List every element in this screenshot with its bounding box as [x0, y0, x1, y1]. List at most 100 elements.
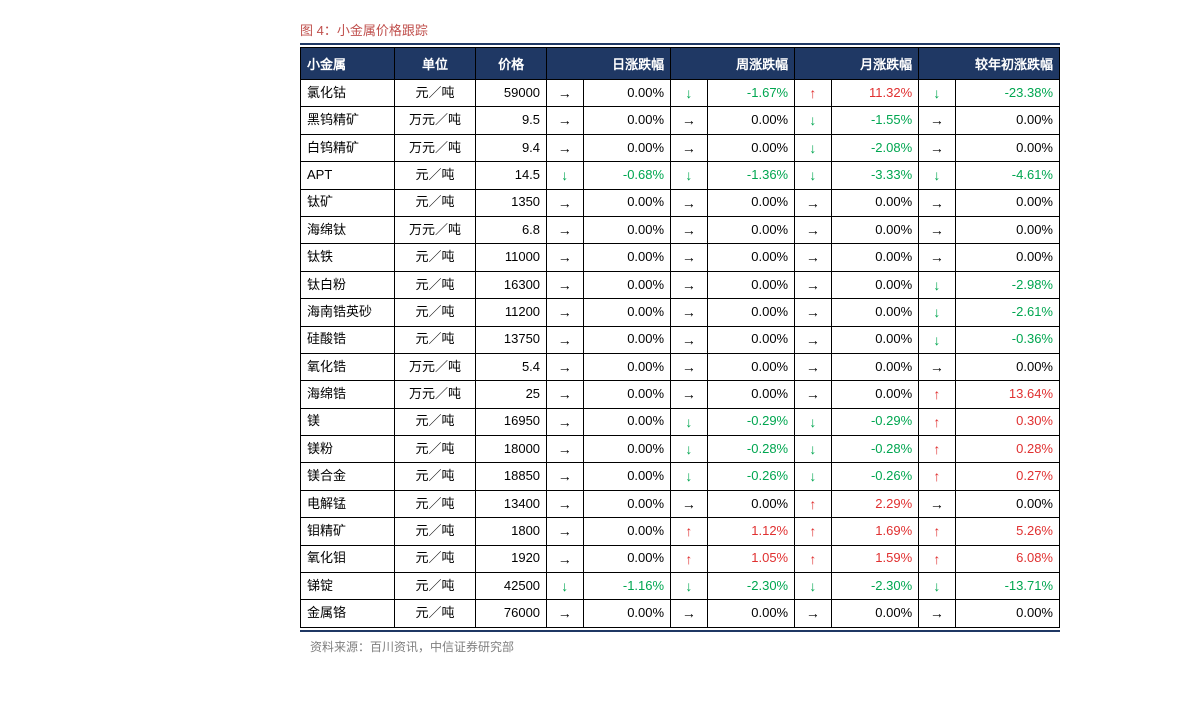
table-header-row: 小金属 单位 价格 日涨跌幅 周涨跌幅 月涨跌幅 较年初涨跌幅 — [301, 48, 1060, 80]
cell-ytd: 0.00% — [955, 353, 1059, 380]
cell-unit: 元／吨 — [394, 162, 475, 189]
cell-week: 0.00% — [707, 107, 795, 134]
table-row: 钛矿元／吨1350→0.00%→0.00%→0.00%→0.00% — [301, 189, 1060, 216]
table-row: 镁粉元／吨18000→0.00%↓-0.28%↓-0.28%↑0.28% — [301, 436, 1060, 463]
cell-name: 电解锰 — [301, 490, 395, 517]
cell-name: 镁 — [301, 408, 395, 435]
cell-name: 氯化钴 — [301, 80, 395, 107]
arrow-icon: ↓ — [795, 134, 831, 161]
cell-unit: 元／吨 — [394, 408, 475, 435]
arrow-icon: → — [547, 299, 583, 326]
cell-ytd: 6.08% — [955, 545, 1059, 572]
arrow-icon: → — [547, 353, 583, 380]
arrow-icon: → — [547, 436, 583, 463]
arrow-icon: → — [919, 189, 955, 216]
arrow-icon: → — [547, 80, 583, 107]
arrow-icon: ↑ — [919, 463, 955, 490]
cell-week: -2.30% — [707, 573, 795, 600]
cell-week: 0.00% — [707, 600, 795, 627]
arrow-icon: → — [547, 326, 583, 353]
cell-month: -0.26% — [831, 463, 919, 490]
arrow-icon: → — [547, 271, 583, 298]
cell-price: 42500 — [476, 573, 547, 600]
arrow-icon: ↑ — [671, 518, 707, 545]
cell-ytd: 13.64% — [955, 381, 1059, 408]
cell-ytd: -13.71% — [955, 573, 1059, 600]
cell-name: APT — [301, 162, 395, 189]
cell-month: 0.00% — [831, 189, 919, 216]
cell-name: 氧化钼 — [301, 545, 395, 572]
arrow-icon: ↓ — [671, 80, 707, 107]
cell-price: 18000 — [476, 436, 547, 463]
cell-month: -0.28% — [831, 436, 919, 463]
arrow-icon: → — [919, 244, 955, 271]
cell-ytd: 0.00% — [955, 189, 1059, 216]
arrow-icon: ↑ — [795, 518, 831, 545]
col-name: 小金属 — [301, 48, 395, 80]
arrow-icon: → — [671, 107, 707, 134]
arrow-icon: ↓ — [547, 573, 583, 600]
price-table: 小金属 单位 价格 日涨跌幅 周涨跌幅 月涨跌幅 较年初涨跌幅 氯化钴元／吨59… — [300, 47, 1060, 628]
cell-ytd: -4.61% — [955, 162, 1059, 189]
cell-ytd: -0.36% — [955, 326, 1059, 353]
cell-price: 59000 — [476, 80, 547, 107]
cell-month: -2.08% — [831, 134, 919, 161]
table-row: 氯化钴元／吨59000→0.00%↓-1.67%↑11.32%↓-23.38% — [301, 80, 1060, 107]
cell-week: 0.00% — [707, 353, 795, 380]
arrow-icon: → — [547, 408, 583, 435]
cell-name: 氧化锆 — [301, 353, 395, 380]
arrow-icon: → — [795, 216, 831, 243]
bottom-rule — [300, 630, 1060, 632]
cell-ytd: 0.00% — [955, 216, 1059, 243]
cell-name: 钛铁 — [301, 244, 395, 271]
cell-week: 0.00% — [707, 134, 795, 161]
arrow-icon: → — [795, 189, 831, 216]
cell-day: 0.00% — [583, 436, 671, 463]
table-row: 钛白粉元／吨16300→0.00%→0.00%→0.00%↓-2.98% — [301, 271, 1060, 298]
cell-month: 0.00% — [831, 600, 919, 627]
cell-name: 金属铬 — [301, 600, 395, 627]
cell-price: 6.8 — [476, 216, 547, 243]
cell-month: -3.33% — [831, 162, 919, 189]
cell-day: 0.00% — [583, 518, 671, 545]
arrow-icon: → — [919, 353, 955, 380]
cell-month: 2.29% — [831, 490, 919, 517]
cell-week: -1.67% — [707, 80, 795, 107]
cell-week: 0.00% — [707, 216, 795, 243]
cell-ytd: 0.27% — [955, 463, 1059, 490]
cell-unit: 元／吨 — [394, 463, 475, 490]
arrow-icon: ↓ — [795, 463, 831, 490]
cell-month: 0.00% — [831, 353, 919, 380]
cell-price: 14.5 — [476, 162, 547, 189]
cell-unit: 万元／吨 — [394, 216, 475, 243]
source-text: 资料来源：百川资讯，中信证券研究部 — [300, 638, 1060, 655]
arrow-icon: → — [795, 271, 831, 298]
cell-name: 锑锭 — [301, 573, 395, 600]
cell-name: 钼精矿 — [301, 518, 395, 545]
arrow-icon: → — [795, 353, 831, 380]
cell-week: 0.00% — [707, 244, 795, 271]
cell-name: 海南锆英砂 — [301, 299, 395, 326]
cell-unit: 元／吨 — [394, 436, 475, 463]
cell-day: 0.00% — [583, 545, 671, 572]
cell-month: -0.29% — [831, 408, 919, 435]
table-body: 氯化钴元／吨59000→0.00%↓-1.67%↑11.32%↓-23.38%黑… — [301, 80, 1060, 628]
cell-ytd: 5.26% — [955, 518, 1059, 545]
cell-week: -1.36% — [707, 162, 795, 189]
cell-month: 0.00% — [831, 326, 919, 353]
figure-title: 图 4：小金属价格跟踪 — [300, 20, 1060, 39]
arrow-icon: ↑ — [919, 408, 955, 435]
cell-week: -0.28% — [707, 436, 795, 463]
table-row: 海绵锆万元／吨25→0.00%→0.00%→0.00%↑13.64% — [301, 381, 1060, 408]
cell-name: 钛白粉 — [301, 271, 395, 298]
arrow-icon: ↓ — [919, 573, 955, 600]
arrow-icon: ↑ — [795, 545, 831, 572]
arrow-icon: ↓ — [795, 408, 831, 435]
cell-day: 0.00% — [583, 299, 671, 326]
cell-ytd: 0.00% — [955, 107, 1059, 134]
cell-unit: 元／吨 — [394, 299, 475, 326]
arrow-icon: → — [671, 189, 707, 216]
cell-price: 11000 — [476, 244, 547, 271]
cell-week: 0.00% — [707, 490, 795, 517]
arrow-icon: → — [671, 326, 707, 353]
